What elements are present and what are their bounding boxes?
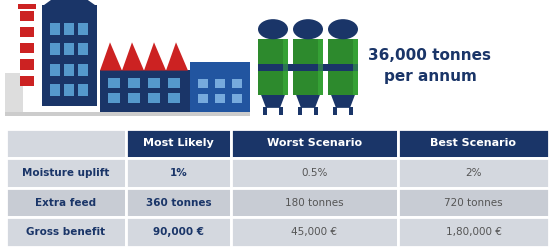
Bar: [148, 93, 160, 103]
Bar: [100, 70, 190, 113]
Bar: [108, 78, 120, 88]
FancyBboxPatch shape: [127, 129, 231, 158]
FancyBboxPatch shape: [231, 188, 398, 217]
Bar: [215, 94, 225, 103]
Polygon shape: [296, 95, 320, 108]
FancyBboxPatch shape: [398, 188, 549, 217]
Ellipse shape: [258, 19, 288, 39]
Text: Most Likely: Most Likely: [143, 138, 214, 148]
Bar: [279, 107, 283, 115]
Ellipse shape: [328, 19, 358, 39]
FancyBboxPatch shape: [231, 217, 398, 247]
Bar: [258, 39, 288, 95]
Bar: [353, 39, 358, 95]
Bar: [263, 107, 267, 115]
Bar: [198, 79, 208, 88]
Polygon shape: [100, 42, 122, 71]
Polygon shape: [261, 95, 285, 108]
FancyBboxPatch shape: [231, 129, 398, 158]
Bar: [50, 43, 60, 55]
FancyBboxPatch shape: [127, 188, 231, 217]
Bar: [18, 4, 36, 9]
Text: 0.5%: 0.5%: [301, 168, 328, 178]
Bar: [78, 43, 88, 55]
Text: 360 tonnes: 360 tonnes: [146, 198, 211, 208]
Text: 2%: 2%: [465, 168, 482, 178]
FancyBboxPatch shape: [231, 158, 398, 188]
FancyBboxPatch shape: [398, 129, 549, 158]
Bar: [78, 64, 88, 76]
Text: Worst Scenario: Worst Scenario: [267, 138, 362, 148]
FancyBboxPatch shape: [6, 158, 127, 188]
Text: 45,000 €: 45,000 €: [291, 227, 337, 237]
Bar: [108, 93, 120, 103]
FancyBboxPatch shape: [6, 217, 127, 247]
Bar: [20, 76, 34, 86]
Bar: [64, 43, 74, 55]
Bar: [298, 107, 302, 115]
Bar: [50, 23, 60, 35]
Bar: [168, 93, 180, 103]
Polygon shape: [122, 42, 144, 71]
FancyBboxPatch shape: [398, 158, 549, 188]
Text: Extra feed: Extra feed: [35, 198, 96, 208]
Bar: [20, 5, 34, 86]
FancyBboxPatch shape: [6, 188, 127, 217]
Bar: [190, 62, 250, 113]
Bar: [78, 84, 88, 96]
Bar: [148, 78, 160, 88]
Polygon shape: [144, 42, 166, 71]
Text: 90,000 €: 90,000 €: [153, 227, 204, 237]
Bar: [64, 84, 74, 96]
Bar: [283, 39, 288, 95]
Bar: [64, 23, 74, 35]
FancyBboxPatch shape: [398, 217, 549, 247]
Bar: [64, 64, 74, 76]
Bar: [293, 39, 323, 95]
Text: Moisture uplift: Moisture uplift: [22, 168, 110, 178]
Bar: [50, 64, 60, 76]
Bar: [333, 107, 337, 115]
Text: 1%: 1%: [170, 168, 188, 178]
Bar: [5, 73, 23, 113]
Bar: [314, 107, 318, 115]
Text: 720 tonnes: 720 tonnes: [444, 198, 503, 208]
Polygon shape: [166, 42, 188, 71]
FancyBboxPatch shape: [127, 217, 231, 247]
Text: Gross benefit: Gross benefit: [26, 227, 105, 237]
Ellipse shape: [293, 19, 323, 39]
Bar: [20, 43, 34, 53]
Bar: [258, 64, 358, 71]
Bar: [128, 78, 140, 88]
Polygon shape: [44, 0, 95, 5]
Bar: [215, 79, 225, 88]
Bar: [168, 78, 180, 88]
Polygon shape: [331, 95, 355, 108]
Text: Best Scenario: Best Scenario: [431, 138, 516, 148]
Bar: [20, 27, 34, 37]
Text: 180 tonnes: 180 tonnes: [285, 198, 344, 208]
Bar: [198, 94, 208, 103]
Bar: [232, 79, 242, 88]
Bar: [20, 11, 34, 21]
Text: 1,80,000 €: 1,80,000 €: [446, 227, 501, 237]
Bar: [328, 39, 358, 95]
Bar: [50, 84, 60, 96]
Bar: [42, 5, 97, 106]
Bar: [318, 39, 323, 95]
Bar: [78, 23, 88, 35]
Bar: [5, 112, 250, 116]
Bar: [128, 93, 140, 103]
FancyBboxPatch shape: [6, 129, 127, 158]
Bar: [190, 62, 250, 113]
Text: 36,000 tonnes
per annum: 36,000 tonnes per annum: [368, 48, 492, 83]
Bar: [232, 94, 242, 103]
Bar: [20, 59, 34, 70]
FancyBboxPatch shape: [127, 158, 231, 188]
Bar: [349, 107, 353, 115]
